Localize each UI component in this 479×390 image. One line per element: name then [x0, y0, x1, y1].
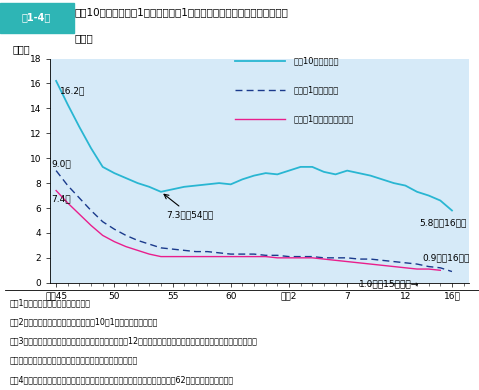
Text: 2　人口は総務省資料により，各年10月1日現在の値である。: 2 人口は総務省資料により，各年10月1日現在の値である。	[10, 317, 158, 326]
FancyBboxPatch shape	[0, 3, 74, 34]
Text: （人）: （人）	[12, 44, 30, 54]
Text: 第1-4図: 第1-4図	[21, 12, 51, 22]
Text: 自動車1億走行キロ当たり: 自動車1億走行キロ当たり	[293, 115, 354, 124]
Text: 1.0人（15年度）→: 1.0人（15年度）→	[359, 279, 419, 288]
Text: 3　自動車保有台数は国土交通省資料により，各年12月末現在の値である。保有台数には，第１種及び第２種: 3 自動車保有台数は国土交通省資料により，各年12月末現在の値である。保有台数に…	[10, 337, 257, 346]
Text: 4　自動車走行キロは国土交通省資料により，軽自動車によるものは昭和62年度から計上された。: 4 自動車走行キロは国土交通省資料により，軽自動車によるものは昭和62年度から計…	[10, 375, 234, 385]
Text: 16.2人: 16.2人	[59, 86, 85, 95]
Text: 9.0人: 9.0人	[51, 159, 71, 168]
Text: 原動機付自転車並びに小型特殊自動車を含まない。: 原動機付自転車並びに小型特殊自動車を含まない。	[10, 356, 138, 365]
Text: 7.3人（54年）: 7.3人（54年）	[164, 194, 214, 220]
Text: 人口10万人当たり: 人口10万人当たり	[293, 56, 339, 65]
Text: の推移: の推移	[74, 33, 93, 43]
Text: 注　1　死者数は警察庁資料による。: 注 1 死者数は警察庁資料による。	[10, 298, 91, 307]
Text: 5.8人（16年）: 5.8人（16年）	[419, 218, 467, 227]
Text: 自動車1万台当たり: 自動車1万台当たり	[293, 85, 339, 94]
Text: 0.9人（16年）: 0.9人（16年）	[423, 253, 470, 262]
Text: 人口10万人・自動車1万台・自動車1億走行キロ当たりの交通事故死者数: 人口10万人・自動車1万台・自動車1億走行キロ当たりの交通事故死者数	[74, 7, 288, 17]
Text: 7.4人: 7.4人	[51, 194, 71, 203]
